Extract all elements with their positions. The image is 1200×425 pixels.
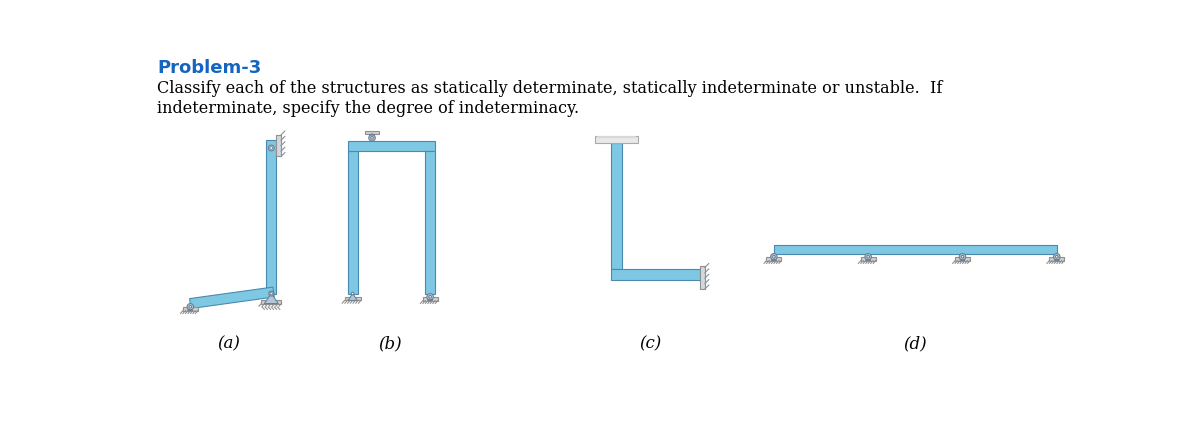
Circle shape <box>368 135 376 141</box>
Circle shape <box>270 292 272 295</box>
Polygon shape <box>1054 260 1060 261</box>
Circle shape <box>866 255 870 258</box>
Circle shape <box>1054 253 1060 260</box>
Bar <box>425 151 436 294</box>
Circle shape <box>773 255 775 258</box>
Bar <box>182 307 198 311</box>
Text: (a): (a) <box>217 336 240 353</box>
Bar <box>860 258 876 261</box>
Circle shape <box>352 292 354 295</box>
Text: (d): (d) <box>904 336 926 353</box>
Polygon shape <box>264 294 278 303</box>
Polygon shape <box>960 260 965 261</box>
Bar <box>767 258 781 261</box>
Polygon shape <box>190 287 275 309</box>
Bar <box>344 297 361 300</box>
Polygon shape <box>348 294 358 300</box>
Circle shape <box>1056 255 1058 258</box>
Bar <box>595 136 638 143</box>
Text: (c): (c) <box>638 336 661 353</box>
Circle shape <box>371 136 373 139</box>
Bar <box>1049 258 1064 261</box>
Text: (b): (b) <box>378 336 402 353</box>
Polygon shape <box>370 134 374 135</box>
Circle shape <box>187 303 193 310</box>
Circle shape <box>270 147 272 149</box>
Bar <box>701 266 704 289</box>
Bar <box>266 139 276 294</box>
Bar <box>276 135 281 156</box>
Circle shape <box>770 253 778 260</box>
Polygon shape <box>865 260 871 261</box>
Polygon shape <box>772 260 776 261</box>
Bar <box>774 244 1057 253</box>
Text: indeterminate, specify the degree of indeterminacy.: indeterminate, specify the degree of ind… <box>157 99 580 116</box>
Circle shape <box>269 145 275 151</box>
Circle shape <box>269 292 274 295</box>
Polygon shape <box>427 300 433 301</box>
Bar <box>348 141 436 151</box>
Bar <box>611 269 701 280</box>
Circle shape <box>188 306 192 308</box>
Circle shape <box>961 255 964 258</box>
Text: Classify each of the structures as statically determinate, statically indetermin: Classify each of the structures as stati… <box>157 80 942 97</box>
Circle shape <box>865 253 871 260</box>
Bar <box>365 131 379 134</box>
Text: Problem-3: Problem-3 <box>157 59 262 76</box>
Bar <box>596 136 636 138</box>
Bar <box>262 300 281 303</box>
Bar <box>348 151 358 294</box>
Bar <box>955 258 970 261</box>
Polygon shape <box>187 310 193 311</box>
Circle shape <box>428 295 432 298</box>
Circle shape <box>269 291 274 296</box>
Bar <box>611 143 622 269</box>
Circle shape <box>427 294 433 300</box>
Bar <box>422 298 438 301</box>
Circle shape <box>959 253 966 260</box>
